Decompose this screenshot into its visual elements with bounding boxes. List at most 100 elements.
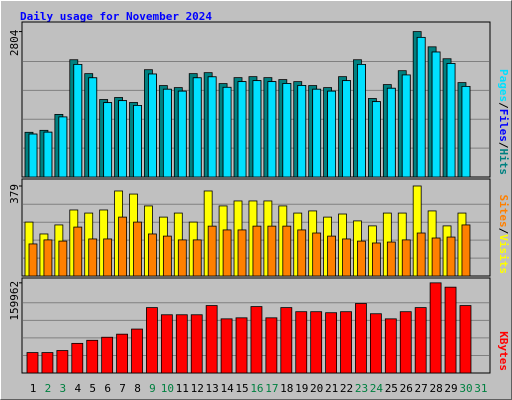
legend-separator: / [497, 102, 510, 109]
bar [28, 243, 38, 277]
bar [371, 242, 381, 277]
bar [252, 80, 262, 178]
bar [88, 238, 98, 277]
bar [103, 102, 113, 178]
bar [459, 305, 472, 374]
bar [237, 81, 247, 178]
bar [235, 317, 248, 374]
y-tick-label: 159962 [8, 281, 21, 321]
bar [444, 286, 457, 374]
bar [148, 73, 157, 178]
bar [416, 36, 426, 178]
x-tick-label: 13 [206, 382, 219, 395]
bar [28, 133, 38, 178]
legend-entry: Visits [497, 234, 510, 274]
bar [429, 282, 442, 374]
bar [41, 352, 54, 374]
bar [177, 239, 187, 277]
x-tick-label: 30 [459, 382, 472, 395]
bar [386, 87, 396, 178]
bar [357, 64, 366, 178]
bar [401, 239, 411, 277]
x-tick-label: 23 [355, 382, 368, 395]
legend-entry: Pages [497, 69, 510, 102]
bar [431, 237, 441, 277]
bar [205, 305, 218, 374]
bar [399, 311, 412, 374]
bar [384, 318, 397, 374]
bar [192, 239, 202, 277]
bar [43, 131, 53, 178]
legend-entry: Hits [497, 149, 510, 176]
y-tick-label: 379 [8, 184, 21, 204]
x-tick-label: 6 [104, 382, 111, 395]
x-tick-label: 5 [89, 382, 96, 395]
bar [369, 313, 382, 374]
bar [267, 225, 277, 277]
x-tick-label: 26 [400, 382, 413, 395]
bar [342, 238, 351, 277]
legend: KBytes [497, 331, 510, 371]
bar [297, 229, 307, 277]
bar [58, 116, 68, 178]
bar [371, 101, 381, 178]
legend-entry: KBytes [497, 331, 510, 371]
bar [312, 232, 322, 277]
bar [280, 307, 293, 374]
x-tick-label: 11 [176, 382, 189, 395]
bar [327, 90, 337, 178]
bar [401, 74, 411, 178]
bar [73, 64, 83, 178]
bar [58, 240, 68, 277]
x-tick-label: 31 [474, 382, 487, 395]
bar [103, 238, 113, 277]
bar [237, 229, 247, 277]
bar [146, 307, 158, 374]
x-tick-label: 10 [161, 382, 174, 395]
bar [160, 314, 173, 374]
bar [131, 328, 143, 374]
bar [325, 312, 338, 374]
bar [43, 239, 53, 277]
bar [252, 225, 262, 277]
legend: Pages/Files/Hits [497, 69, 510, 175]
x-tick-label: 3 [60, 382, 67, 395]
bar [148, 233, 157, 277]
x-tick-label: 27 [415, 382, 428, 395]
x-tick-label: 1 [30, 382, 37, 395]
bar [71, 342, 84, 374]
bar [222, 229, 232, 277]
x-tick-label: 28 [429, 382, 442, 395]
legend-entry: Files [497, 109, 510, 142]
y-tick-label: 2804 [8, 29, 21, 56]
bar [220, 318, 233, 374]
bar [310, 311, 323, 374]
x-tick-label: 12 [191, 382, 204, 395]
bar [118, 216, 127, 277]
bar [190, 314, 203, 374]
x-tick-label: 29 [444, 382, 457, 395]
bar [175, 314, 188, 374]
bar [267, 81, 277, 178]
bar [207, 76, 217, 178]
legend-separator: / [497, 228, 510, 235]
bar [116, 333, 128, 374]
bar [222, 86, 232, 178]
chart-title: Daily usage for November 2024 [20, 10, 212, 23]
x-tick-label: 25 [385, 382, 398, 395]
x-tick-label: 15 [235, 382, 248, 395]
x-tick-label: 19 [295, 382, 308, 395]
bar [416, 232, 426, 277]
bar [162, 235, 172, 277]
bar [312, 88, 322, 178]
legend-separator: / [497, 142, 510, 149]
bar [295, 311, 308, 374]
x-tick-label: 16 [250, 382, 263, 395]
x-tick-label: 22 [340, 382, 353, 395]
x-tick-label: 18 [280, 382, 293, 395]
x-tick-label: 20 [310, 382, 323, 395]
x-tick-label: 21 [325, 382, 338, 395]
bar [386, 241, 396, 277]
bar [88, 77, 98, 178]
